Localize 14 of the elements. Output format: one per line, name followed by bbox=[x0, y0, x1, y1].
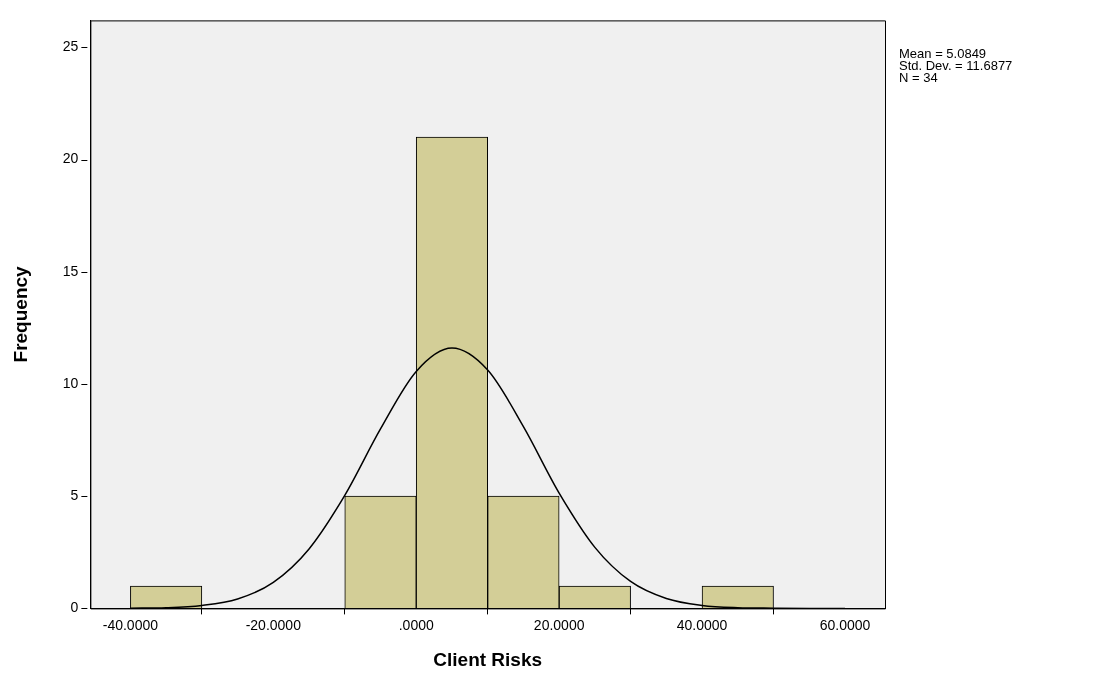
x-axis-title: Client Risks bbox=[433, 648, 543, 670]
y-tick-label: 25 bbox=[62, 38, 79, 55]
x-tick-label: .0000 bbox=[398, 616, 434, 633]
y-tick-label: 10 bbox=[62, 374, 79, 391]
x-tick-label: -40.0000 bbox=[102, 616, 159, 633]
y-tick-label: 20 bbox=[62, 150, 79, 167]
x-tick-label: 60.0000 bbox=[819, 616, 871, 633]
y-tick-label: 15 bbox=[62, 262, 79, 279]
y-tick-label: 0 bbox=[70, 599, 79, 616]
x-tick-label: -20.0000 bbox=[245, 616, 302, 633]
y-axis-title: Frequency bbox=[9, 265, 31, 363]
x-tick-label: 20.0000 bbox=[533, 616, 585, 633]
x-tick-label: 40.0000 bbox=[676, 616, 728, 633]
y-tick-label: 5 bbox=[70, 487, 79, 504]
